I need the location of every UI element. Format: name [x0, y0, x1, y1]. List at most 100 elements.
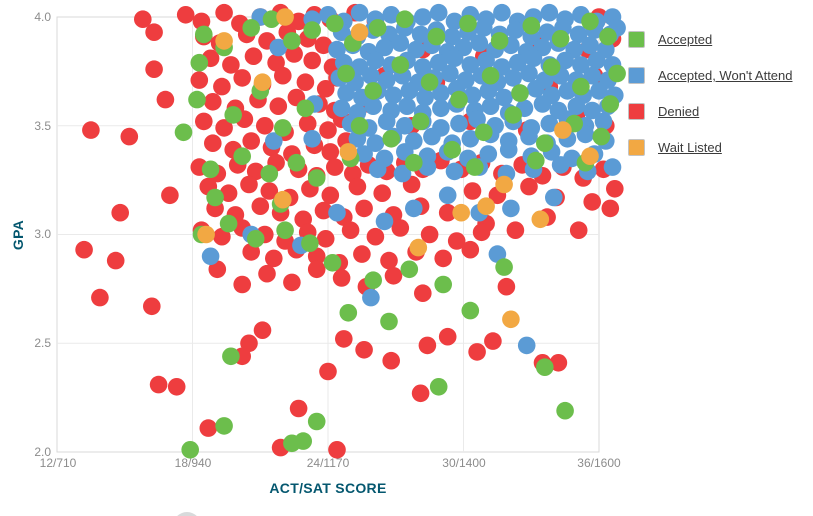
data-point[interactable] — [459, 14, 477, 33]
data-point[interactable] — [283, 434, 301, 453]
data-point[interactable] — [298, 114, 317, 133]
data-point[interactable] — [418, 158, 437, 176]
data-point[interactable] — [174, 123, 193, 142]
data-point[interactable] — [497, 277, 516, 296]
data-point[interactable] — [335, 330, 353, 348]
legend-item-denied[interactable]: Denied — [628, 103, 793, 120]
data-point[interactable] — [576, 125, 595, 144]
data-point[interactable] — [587, 51, 606, 70]
data-point[interactable] — [246, 162, 265, 181]
data-point[interactable] — [366, 227, 385, 246]
legend-label-wait-listed[interactable]: Wait Listed — [658, 140, 722, 155]
data-point[interactable] — [303, 21, 322, 39]
data-point[interactable] — [199, 419, 218, 437]
data-point[interactable] — [283, 273, 301, 292]
data-point[interactable] — [520, 64, 538, 83]
data-point[interactable] — [463, 182, 482, 200]
data-point[interactable] — [350, 23, 369, 41]
data-point[interactable] — [432, 84, 450, 102]
data-point[interactable] — [499, 140, 518, 159]
data-point[interactable] — [366, 51, 385, 70]
data-point[interactable] — [265, 249, 283, 268]
data-point[interactable] — [411, 384, 430, 403]
data-point[interactable] — [506, 21, 525, 39]
data-point[interactable] — [319, 121, 337, 139]
data-point[interactable] — [233, 147, 251, 165]
data-point[interactable] — [443, 140, 462, 159]
data-point[interactable] — [161, 186, 179, 205]
data-point[interactable] — [549, 354, 568, 372]
data-point[interactable] — [594, 112, 613, 131]
data-point[interactable] — [420, 225, 439, 244]
data-point[interactable] — [508, 53, 527, 72]
data-point[interactable] — [373, 184, 392, 202]
data-point[interactable] — [328, 40, 346, 59]
data-point[interactable] — [82, 121, 100, 139]
data-point[interactable] — [443, 27, 462, 46]
data-point[interactable] — [540, 114, 559, 133]
data-point[interactable] — [520, 177, 538, 196]
data-point[interactable] — [495, 175, 513, 194]
data-point[interactable] — [337, 64, 355, 83]
data-point[interactable] — [438, 327, 457, 346]
data-point[interactable] — [481, 97, 500, 115]
data-point[interactable] — [190, 53, 209, 72]
data-point[interactable] — [296, 99, 315, 118]
data-point[interactable] — [391, 34, 410, 52]
data-point[interactable] — [581, 12, 599, 31]
legend-item-accepted-wont-attend[interactable]: Accepted, Won't Attend — [628, 67, 793, 84]
data-point[interactable] — [592, 127, 611, 146]
data-point[interactable] — [479, 145, 498, 163]
data-point[interactable] — [353, 245, 371, 263]
data-point[interactable] — [429, 53, 448, 72]
data-point[interactable] — [418, 336, 437, 355]
data-point[interactable] — [477, 51, 495, 70]
data-point[interactable] — [222, 56, 240, 74]
data-point[interactable] — [536, 358, 554, 377]
data-point[interactable] — [572, 77, 590, 96]
data-point[interactable] — [362, 288, 380, 307]
data-point[interactable] — [307, 169, 326, 187]
data-point[interactable] — [350, 117, 369, 135]
data-point[interactable] — [120, 127, 139, 146]
data-point[interactable] — [307, 247, 326, 266]
data-point[interactable] — [246, 230, 265, 248]
data-point[interactable] — [517, 336, 536, 355]
data-point[interactable] — [377, 112, 396, 131]
data-point[interactable] — [506, 221, 525, 239]
data-point[interactable] — [472, 223, 491, 242]
data-point[interactable] — [481, 66, 500, 85]
data-point[interactable] — [316, 80, 335, 98]
data-point[interactable] — [355, 199, 373, 218]
data-point[interactable] — [445, 12, 464, 31]
data-point[interactable] — [479, 82, 498, 100]
data-point[interactable] — [289, 12, 308, 31]
data-point[interactable] — [556, 401, 574, 420]
data-point[interactable] — [452, 203, 471, 222]
data-point[interactable] — [337, 84, 355, 102]
data-point[interactable] — [414, 8, 432, 26]
data-point[interactable] — [554, 121, 572, 139]
data-point[interactable] — [106, 251, 125, 270]
data-point[interactable] — [393, 164, 412, 183]
data-point[interactable] — [400, 82, 419, 100]
data-point[interactable] — [192, 12, 211, 31]
data-point[interactable] — [608, 64, 626, 83]
data-point[interactable] — [468, 343, 486, 361]
data-point[interactable] — [145, 60, 163, 78]
data-point[interactable] — [432, 99, 450, 118]
legend-item-accepted[interactable]: Accepted — [628, 31, 793, 48]
data-point[interactable] — [520, 127, 538, 146]
data-point[interactable] — [398, 97, 416, 115]
data-point[interactable] — [504, 69, 522, 87]
legend-item-wait-listed[interactable]: Wait Listed — [628, 139, 793, 156]
data-point[interactable] — [538, 23, 556, 41]
data-point[interactable] — [339, 304, 358, 322]
data-point[interactable] — [224, 106, 242, 124]
data-point[interactable] — [511, 84, 529, 102]
data-point[interactable] — [536, 134, 554, 152]
data-point[interactable] — [396, 10, 414, 28]
data-point[interactable] — [296, 73, 315, 91]
data-point[interactable] — [409, 238, 428, 257]
data-point[interactable] — [382, 351, 401, 370]
